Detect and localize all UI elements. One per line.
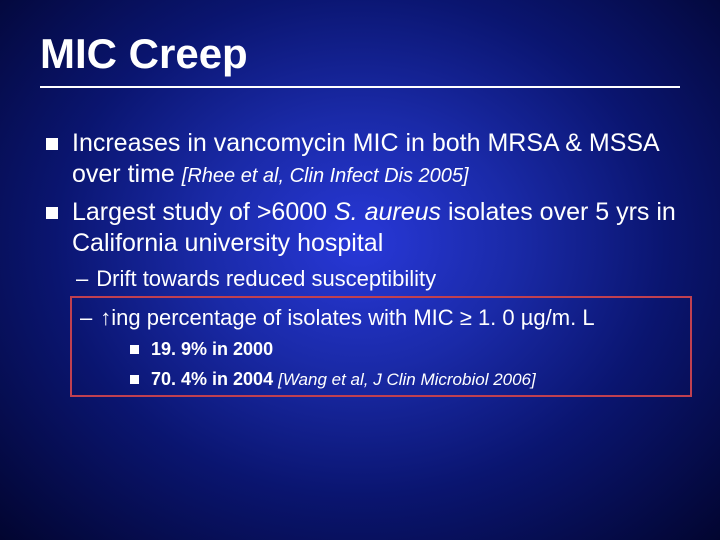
square-bullet-icon	[46, 207, 58, 219]
square-bullet-icon	[130, 345, 139, 354]
slide-content: Increases in vancomycin MIC in both MRSA…	[40, 128, 680, 397]
bullet-item: Increases in vancomycin MIC in both MRSA…	[46, 128, 680, 191]
citation-text: [Rhee et al, Clin Infect Dis 2005]	[182, 165, 469, 187]
square-bullet-icon	[130, 375, 139, 384]
text-run: Largest study of >6000	[72, 198, 334, 226]
square-bullet-icon	[46, 138, 58, 150]
slide: MIC Creep Increases in vancomycin MIC in…	[0, 0, 720, 540]
sub-bullet-item: – Drift towards reduced susceptibility	[76, 265, 680, 294]
bullet-text: Largest study of >6000 S. aureus isolate…	[72, 197, 680, 260]
text-run: 70. 4% in 2004	[151, 369, 278, 389]
text-run: ing percentage of isolates with MIC ≥ 1.…	[111, 305, 594, 330]
bullet-text: Increases in vancomycin MIC in both MRSA…	[72, 128, 680, 191]
subsub-bullet-item: 19. 9% in 2000	[130, 338, 686, 361]
title-underline	[40, 86, 680, 88]
subsub-bullet-text: 19. 9% in 2000	[151, 338, 273, 361]
subsub-bullet-item: 70. 4% in 2004 [Wang et al, J Clin Micro…	[130, 368, 686, 391]
citation-text: [Wang et al, J Clin Microbiol 2006]	[278, 370, 536, 389]
sub-bullet-text: ↑ing percentage of isolates with MIC ≥ 1…	[100, 304, 594, 333]
highlight-box: – ↑ing percentage of isolates with MIC ≥…	[70, 296, 692, 397]
bullet-item: Largest study of >6000 S. aureus isolate…	[46, 197, 680, 260]
sub-bullet-group: – Drift towards reduced susceptibility –…	[46, 265, 680, 397]
sub-bullet-item: – ↑ing percentage of isolates with MIC ≥…	[80, 304, 686, 333]
dash-bullet-icon: –	[76, 265, 88, 294]
subsub-bullet-text: 70. 4% in 2004 [Wang et al, J Clin Micro…	[151, 368, 536, 391]
dash-bullet-icon: –	[80, 304, 92, 333]
up-arrow-icon: ↑	[100, 304, 111, 333]
italic-run: S. aureus	[334, 198, 441, 226]
sub-bullet-text: Drift towards reduced susceptibility	[96, 265, 436, 294]
slide-title: MIC Creep	[40, 30, 680, 78]
